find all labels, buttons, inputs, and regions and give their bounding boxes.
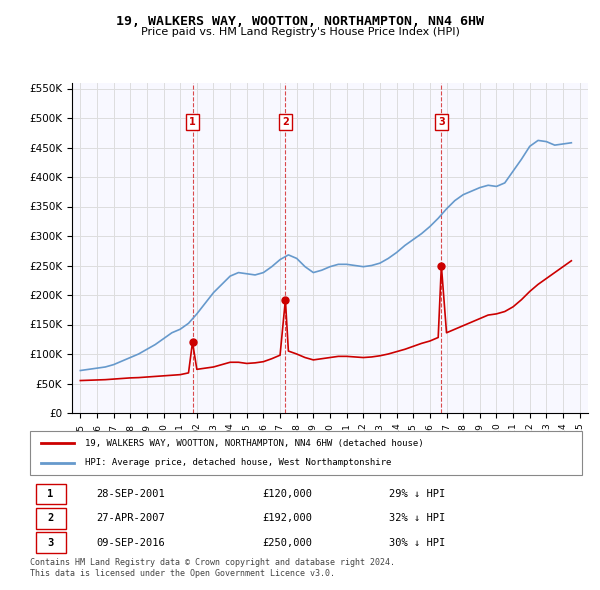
Text: 2: 2 <box>282 117 289 127</box>
Text: 28-SEP-2001: 28-SEP-2001 <box>96 489 165 499</box>
FancyBboxPatch shape <box>35 484 66 504</box>
Text: 19, WALKERS WAY, WOOTTON, NORTHAMPTON, NN4 6HW: 19, WALKERS WAY, WOOTTON, NORTHAMPTON, N… <box>116 15 484 28</box>
Text: £120,000: £120,000 <box>262 489 312 499</box>
Text: 32% ↓ HPI: 32% ↓ HPI <box>389 513 445 523</box>
Text: 2: 2 <box>47 513 53 523</box>
Text: £192,000: £192,000 <box>262 513 312 523</box>
Text: HPI: Average price, detached house, West Northamptonshire: HPI: Average price, detached house, West… <box>85 458 392 467</box>
Text: 30% ↓ HPI: 30% ↓ HPI <box>389 538 445 548</box>
Text: 09-SEP-2016: 09-SEP-2016 <box>96 538 165 548</box>
Text: £250,000: £250,000 <box>262 538 312 548</box>
Text: 3: 3 <box>438 117 445 127</box>
FancyBboxPatch shape <box>35 508 66 529</box>
Text: Contains HM Land Registry data © Crown copyright and database right 2024.: Contains HM Land Registry data © Crown c… <box>30 558 395 566</box>
Text: 19, WALKERS WAY, WOOTTON, NORTHAMPTON, NN4 6HW (detached house): 19, WALKERS WAY, WOOTTON, NORTHAMPTON, N… <box>85 438 424 448</box>
FancyBboxPatch shape <box>35 532 66 553</box>
Text: This data is licensed under the Open Government Licence v3.0.: This data is licensed under the Open Gov… <box>30 569 335 578</box>
Text: 1: 1 <box>47 489 53 499</box>
Text: 1: 1 <box>189 117 196 127</box>
Text: 3: 3 <box>47 538 53 548</box>
Text: Price paid vs. HM Land Registry's House Price Index (HPI): Price paid vs. HM Land Registry's House … <box>140 27 460 37</box>
Text: 29% ↓ HPI: 29% ↓ HPI <box>389 489 445 499</box>
Text: 27-APR-2007: 27-APR-2007 <box>96 513 165 523</box>
FancyBboxPatch shape <box>30 431 582 475</box>
